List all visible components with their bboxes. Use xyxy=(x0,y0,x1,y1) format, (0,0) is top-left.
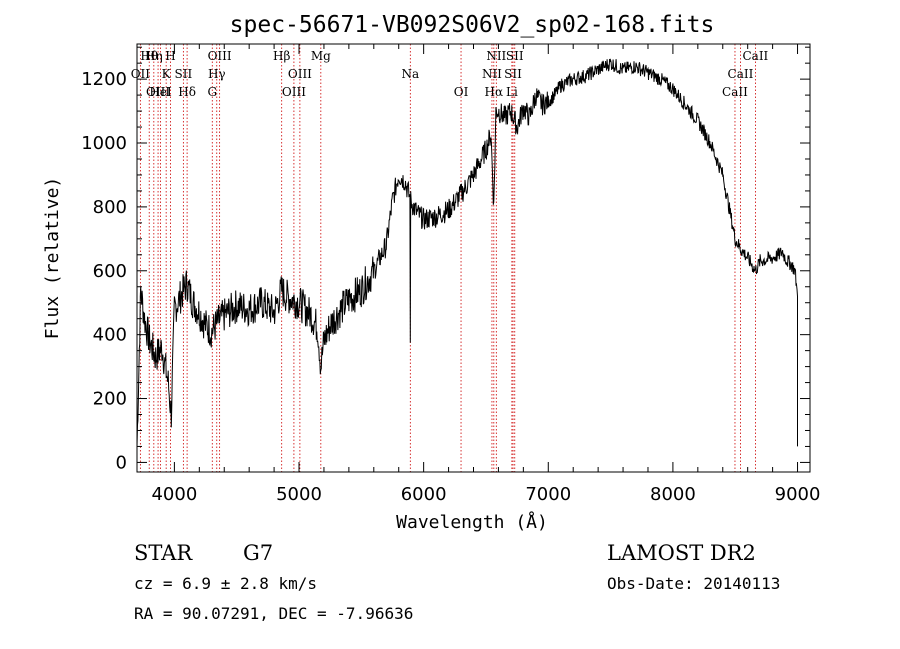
x-axis: 4000 5000 6000 7000 8000 9000 xyxy=(151,44,820,505)
y-tick-label: 400 xyxy=(93,325,127,346)
spectral-line-label: CaII xyxy=(742,49,768,63)
spectral-line-label: OIII xyxy=(146,85,170,99)
spectral-line-label: Hη xyxy=(145,49,163,63)
x-tick-label: 7000 xyxy=(525,484,571,505)
ra-dec: RA = 90.07291, DEC = -7.96636 xyxy=(134,604,413,623)
spectral-line-label: NII xyxy=(486,49,506,63)
y-tick-label: 0 xyxy=(116,452,127,473)
spectral-line-label: Hβ xyxy=(273,49,290,63)
spectral-line-label: Li xyxy=(506,85,518,99)
y-axis-title: Flux (relative) xyxy=(42,177,63,340)
x-tick-label: 4000 xyxy=(151,484,197,505)
spectral-line-label: HeI xyxy=(149,85,172,99)
spectral-line-label: K xyxy=(162,67,172,81)
spectrum-line xyxy=(136,58,798,447)
spectral-line-label: Hγ xyxy=(208,67,226,81)
x-tick-label: 9000 xyxy=(775,484,821,505)
spectral-line-markers xyxy=(139,44,756,472)
chart-title: spec-56671-VB092S06V2_sp02-168.fits xyxy=(230,12,715,38)
spectral-line-label: OII xyxy=(131,67,151,81)
y-tick-label: 800 xyxy=(93,197,127,218)
x-tick-label: 8000 xyxy=(650,484,696,505)
spectral-line-label: OIII xyxy=(208,49,232,63)
x-tick-label: 6000 xyxy=(401,484,447,505)
survey-name: LAMOST DR2 xyxy=(607,541,756,565)
spectral-line-label: CaII xyxy=(728,67,754,81)
plot-frame xyxy=(136,43,811,473)
redshift-cz: cz = 6.9 ± 2.8 km/s xyxy=(134,574,317,593)
spectral-line-label: Hδ xyxy=(178,85,196,99)
spectral-line-label: SII xyxy=(506,49,524,63)
spectral-line-label: OIII xyxy=(288,67,312,81)
spectral-line-label: Mg xyxy=(311,49,331,63)
y-tick-label: 600 xyxy=(93,261,127,282)
spectral-line-label: G xyxy=(207,85,217,99)
y-tick-label: 1200 xyxy=(81,69,127,90)
spectral-line-label: Hα xyxy=(485,85,504,99)
spectral-line-label: SII xyxy=(504,67,522,81)
spectral-line-label: H xyxy=(165,49,175,63)
x-tick-label: 5000 xyxy=(276,484,322,505)
y-axis: 0 200 400 600 800 1000 1200 xyxy=(81,46,810,473)
spectral-line-label: NII xyxy=(482,67,502,81)
object-subclass: G7 xyxy=(243,541,273,565)
observation-date: Obs-Date: 20140113 xyxy=(607,574,780,593)
spectral-line-label: CaII xyxy=(722,85,748,99)
y-tick-label: 1000 xyxy=(81,133,127,154)
spectral-line-label: Na xyxy=(401,67,419,81)
spectral-line-label: OI xyxy=(454,85,469,99)
y-tick-label: 200 xyxy=(93,389,127,410)
spectral-line-labels: HθOIIOIIIHηKHeIHSIIHδOIIIHγGHβOIIIOIIIMg… xyxy=(131,49,769,99)
x-axis-title: Wavelength (Å) xyxy=(396,511,548,533)
spectral-line-label: Hθ xyxy=(140,49,158,63)
spectral-line-label: SII xyxy=(175,67,193,81)
spectral-line-label: OIII xyxy=(282,85,306,99)
object-class: STAR xyxy=(134,541,193,565)
